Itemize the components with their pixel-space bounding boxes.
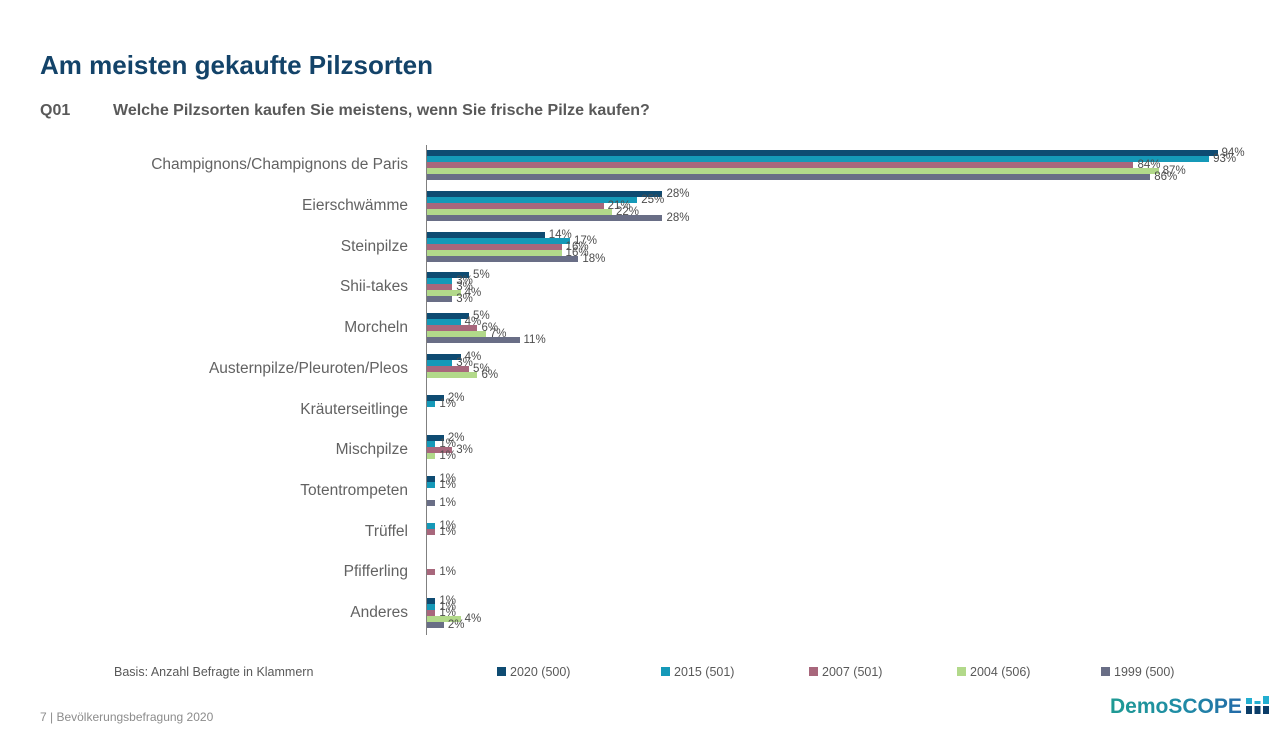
- svg-text:DemoSCOPE: DemoSCOPE: [1110, 696, 1242, 718]
